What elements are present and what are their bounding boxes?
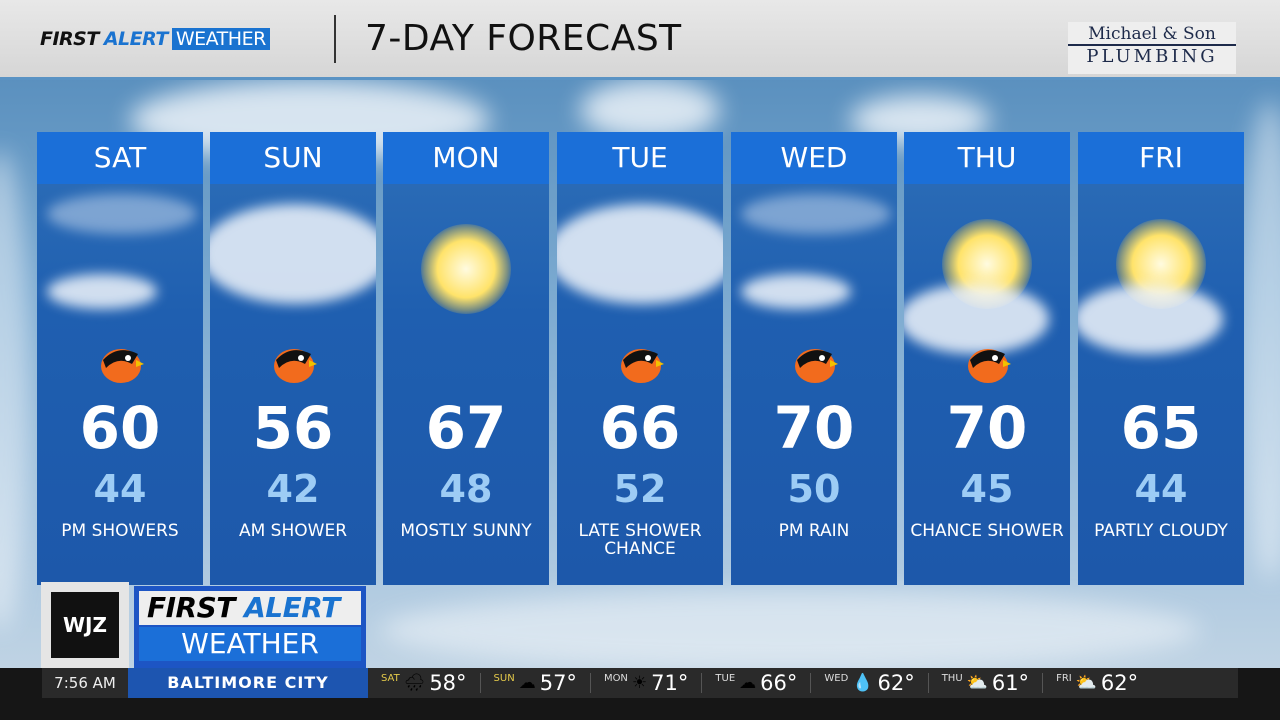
station-logo: WJZ bbox=[41, 582, 129, 668]
ticker-temp: 57° bbox=[539, 671, 577, 695]
ticker-temp: 62° bbox=[1100, 671, 1139, 695]
high-temp: 60 bbox=[79, 394, 161, 462]
day-column-sat: SAT 60 44 PM SHOWERS bbox=[37, 132, 203, 585]
orioles-bird-icon bbox=[621, 349, 664, 383]
ticker-temp: 66° bbox=[760, 671, 798, 695]
condition-text: PM SHOWERS bbox=[61, 521, 179, 541]
condition-text: PM RAIN bbox=[778, 521, 850, 541]
first-alert-weather-logo: FIRST ALERT WEATHER bbox=[40, 28, 270, 50]
low-temp: 44 bbox=[93, 467, 147, 511]
clouds-icon bbox=[557, 184, 723, 384]
brand-first: FIRST bbox=[40, 28, 99, 50]
ticker-item-wed: WED 💧 62° bbox=[811, 671, 929, 695]
ticker-item-sun: SUN ☁ 57° bbox=[481, 671, 591, 695]
day-label: TUE bbox=[557, 132, 723, 184]
day-column-sun: SUN 56 42 AM SHOWER bbox=[210, 132, 376, 585]
orioles-bird-icon bbox=[795, 349, 838, 383]
high-temp: 56 bbox=[252, 394, 334, 462]
sponsor-line2: PLUMBING bbox=[1086, 46, 1218, 67]
clouds-rain-icon bbox=[731, 184, 897, 384]
ticker-temp: 71° bbox=[651, 671, 689, 695]
day-label: THU bbox=[904, 132, 1070, 184]
low-temp: 52 bbox=[613, 467, 667, 511]
brand-alert: ALERT bbox=[103, 28, 169, 50]
sponsor-logo: Michael & Son PLUMBING bbox=[1068, 22, 1236, 74]
sun-icon: ☀ bbox=[631, 673, 648, 693]
current-time: 7:56 AM bbox=[54, 674, 116, 692]
ticker-item-thu: THU ⛅ 61° bbox=[929, 671, 1044, 695]
high-temp: 65 bbox=[1120, 394, 1202, 462]
ticker-item-sat: SAT 🌧 58° bbox=[368, 671, 481, 695]
clouds-icon bbox=[210, 184, 376, 384]
day-label: SUN bbox=[210, 132, 376, 184]
ticker-temp: 61° bbox=[991, 671, 1030, 695]
partly-sunny-icon: ⛅ bbox=[1075, 673, 1097, 693]
partly-sunny-icon: ⛅ bbox=[966, 673, 988, 693]
ticker-day: MON bbox=[603, 673, 628, 684]
sponsor-line1: Michael & Son bbox=[1068, 22, 1236, 46]
ticker-day: WED bbox=[824, 673, 849, 684]
first-alert-weather-badge: FIRST ALERT WEATHER bbox=[134, 586, 366, 668]
ticker-bar: 7:56 AM BALTIMORE CITY SAT 🌧 58° SUN ☁ 57° MON… bbox=[0, 668, 1280, 720]
ticker-item-fri: FRI ⛅ 62° bbox=[1043, 671, 1151, 695]
badge-alert: ALERT bbox=[244, 591, 340, 624]
low-temp: 44 bbox=[1134, 467, 1188, 511]
low-temp: 45 bbox=[960, 467, 1014, 511]
sun-icon bbox=[383, 184, 549, 384]
day-column-fri: FRI 65 44 PARTLY CLOUDY bbox=[1078, 132, 1244, 585]
cloud-icon: ☁ bbox=[518, 673, 536, 693]
day-label: WED bbox=[731, 132, 897, 184]
badge-first: FIRST bbox=[147, 591, 235, 624]
orioles-bird-icon bbox=[968, 349, 1011, 383]
condition-text: LATE SHOWER CHANCE bbox=[578, 521, 702, 559]
raindrops-icon: 💧 bbox=[852, 673, 874, 693]
low-temp: 48 bbox=[439, 467, 493, 511]
station-call: WJZ bbox=[51, 592, 119, 658]
day-column-thu: THU 70 45 CHANCE SHOWER bbox=[904, 132, 1070, 585]
day-column-mon: MON 67 48 MOSTLY SUNNY bbox=[383, 132, 549, 585]
ticker-temp: 62° bbox=[877, 671, 915, 695]
ticker-temp: 58° bbox=[429, 671, 467, 695]
day-label: FRI bbox=[1078, 132, 1244, 184]
condition-text: MOSTLY SUNNY bbox=[400, 521, 532, 541]
brand-weather: WEATHER bbox=[171, 28, 270, 50]
top-banner: FIRST ALERT WEATHER 7-DAY FORECAST Micha… bbox=[0, 0, 1280, 80]
day-column-wed: WED 70 50 PM RAIN bbox=[731, 132, 897, 585]
ticker-item-mon: MON ☀ 71° bbox=[591, 671, 703, 695]
high-temp: 67 bbox=[425, 394, 507, 462]
rain-cloud-icon: 🌧 bbox=[403, 673, 426, 693]
orioles-bird-icon bbox=[101, 349, 144, 383]
city-label: BALTIMORE CITY bbox=[128, 668, 368, 698]
high-temp: 70 bbox=[773, 394, 855, 462]
badge-weather: WEATHER bbox=[139, 627, 361, 661]
high-temp: 66 bbox=[599, 394, 681, 462]
condition-text: PARTLY CLOUDY bbox=[1094, 521, 1228, 541]
low-temp: 42 bbox=[266, 467, 320, 511]
ticker-day: SUN bbox=[493, 673, 515, 684]
day-column-tue: TUE 66 52 LATE SHOWER CHANCE bbox=[557, 132, 723, 585]
ticker-day: FRI bbox=[1056, 673, 1072, 684]
orioles-bird-icon bbox=[274, 349, 317, 383]
page-title: 7-DAY FORECAST bbox=[365, 18, 682, 59]
divider bbox=[334, 15, 336, 63]
day-label: MON bbox=[383, 132, 549, 184]
condition-text: CHANCE SHOWER bbox=[910, 521, 1064, 541]
condition-text: AM SHOWER bbox=[238, 521, 348, 541]
ticker-day: THU bbox=[941, 673, 963, 684]
high-temp: 70 bbox=[946, 394, 1028, 462]
day-label: SAT bbox=[37, 132, 203, 184]
ticker-day: SAT bbox=[381, 673, 400, 684]
sun-clouds-icon bbox=[1078, 184, 1244, 384]
clouds-rain-icon bbox=[37, 184, 203, 384]
sun-clouds-icon bbox=[904, 184, 1070, 384]
cloud-icon: ☁ bbox=[739, 673, 757, 693]
ticker-item-tue: TUE ☁ 66° bbox=[702, 671, 812, 695]
low-temp: 50 bbox=[787, 467, 841, 511]
ticker-day: TUE bbox=[715, 673, 736, 684]
